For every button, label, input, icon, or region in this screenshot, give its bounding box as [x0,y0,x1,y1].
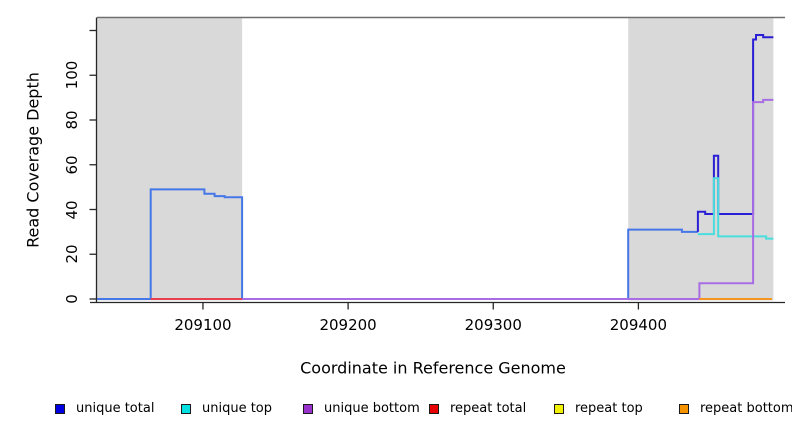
series-line-unique-top [697,177,774,240]
legend-label: repeat total [450,401,527,416]
legend-item-repeat-bottom: repeat bottom [679,398,792,420]
legend-swatch-icon [303,404,313,414]
y-tick-label-40: 40 [63,199,81,220]
x-axis-title: Coordinate in Reference Genome [300,358,566,378]
x-tick-label-209200: 209200 [319,316,377,334]
series-line-unique-total-1 [97,188,698,300]
legend-item-repeat-top: repeat top [554,398,643,420]
legend-label: repeat bottom [700,401,792,416]
y-tick-label-60: 60 [63,155,81,175]
legend-item-unique-total: unique total [55,398,154,420]
shaded-region-1 [97,18,243,301]
series-line-unique-bottom [242,98,774,300]
x-tick-label-209300: 209300 [464,316,522,334]
y-tick-label-20: 20 [63,244,81,264]
legend-swatch-icon [554,404,564,414]
legend-item-unique-bottom: unique bottom [303,398,420,420]
legend: unique total unique top unique bottom repea… [0,398,792,424]
legend-label: unique total [76,401,155,416]
y-tick-label-100: 100 [63,60,81,90]
y-tick-label-0: 0 [63,294,81,304]
legend-item-unique-top: unique top [181,398,272,420]
legend-label: unique top [202,401,273,416]
x-tick-label-209100: 209100 [174,316,232,334]
legend-swatch-icon [679,404,689,414]
y-axis-title: Read Coverage Depth [23,72,43,248]
legend-swatch-icon [55,404,65,414]
shaded-region-2 [628,18,774,301]
legend-item-repeat-total: repeat total [429,398,526,420]
legend-label: repeat top [575,401,643,416]
legend-swatch-icon [181,404,191,414]
y-tick-label-80: 80 [63,110,81,130]
x-tick-label-209400: 209400 [609,316,668,334]
legend-label: unique bottom [324,401,420,416]
legend-swatch-icon [429,404,439,414]
